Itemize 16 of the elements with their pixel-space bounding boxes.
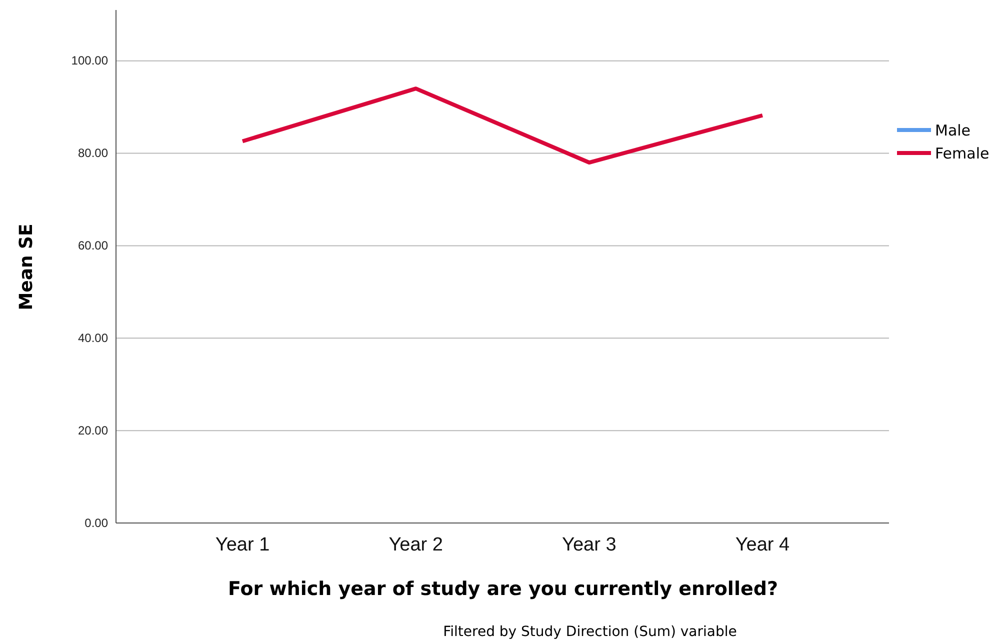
legend-label: Female [935, 144, 990, 162]
y-tick-label: 100.00 [71, 54, 108, 68]
text: Filtered by Study Direction (Sum) variable [443, 624, 737, 640]
x-axis-title: For which year of study are you currently enrolled? [228, 578, 778, 600]
y-tick-label: 60.00 [78, 238, 108, 253]
y-axis-title: Mean SE [16, 224, 37, 310]
y-tick-label: 40.00 [78, 330, 108, 345]
y-tick-label: 0.00 [84, 516, 108, 530]
line-series [240, 86, 764, 165]
y-tick-label: 80.00 [78, 146, 108, 160]
x-tick-label: Year 1 [215, 534, 270, 556]
x-tick-label: Year 2 [388, 534, 443, 556]
y-tick-label: 20.00 [78, 423, 108, 438]
legend-label: Male [935, 121, 971, 140]
x-tick-label: Year 4 [735, 534, 790, 556]
x-tick-label: Year 3 [562, 534, 616, 556]
